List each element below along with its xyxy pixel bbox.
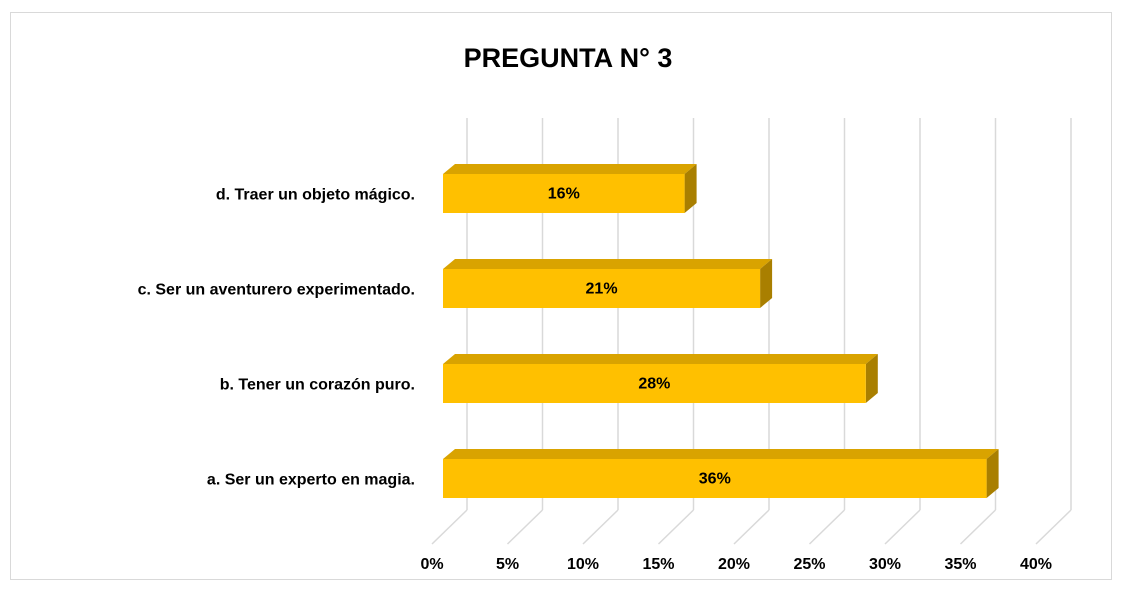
x-tick-label: 30%: [869, 556, 901, 573]
floor-line: [431, 509, 468, 545]
floor-line: [582, 509, 619, 545]
floor-line: [733, 509, 770, 545]
x-tick-label: 0%: [420, 556, 443, 573]
data-label: 16%: [548, 186, 580, 203]
x-tick-label: 5%: [496, 556, 519, 573]
bar: [443, 364, 866, 403]
bar-top: [443, 164, 697, 174]
x-tick-label: 25%: [793, 556, 825, 573]
y-tick-label: d. Traer un objeto mágico.: [216, 187, 415, 204]
x-tick-label: 20%: [718, 556, 750, 573]
floor-line: [808, 509, 846, 545]
y-tick-label: b. Tener un corazón puro.: [220, 377, 415, 394]
bar: [443, 269, 761, 308]
bar-side: [986, 449, 999, 498]
bar-top: [443, 449, 999, 459]
floor-line: [657, 509, 695, 545]
bar-side: [865, 354, 878, 403]
floor-line: [1035, 509, 1072, 545]
x-tick-label: 15%: [642, 556, 674, 573]
bar: [443, 459, 987, 498]
y-tick-label: c. Ser un aventurero experimentado.: [138, 282, 415, 299]
data-label: 21%: [586, 281, 618, 298]
data-label: 36%: [699, 471, 731, 488]
floor-line: [506, 509, 544, 545]
bar-side: [684, 164, 697, 213]
bar-top: [443, 259, 773, 269]
chart-title: PREGUNTA N° 3: [464, 43, 673, 73]
y-tick-label: a. Ser un experto en magia.: [207, 472, 415, 489]
x-tick-label: 10%: [567, 556, 599, 573]
data-label: 28%: [638, 376, 670, 393]
x-tick-label: 40%: [1020, 556, 1052, 573]
floor-line: [959, 509, 997, 545]
floor-line: [884, 509, 921, 545]
x-tick-label: 35%: [944, 556, 976, 573]
bar-side: [760, 259, 773, 308]
bar: [443, 174, 685, 213]
bar-top: [443, 354, 878, 364]
